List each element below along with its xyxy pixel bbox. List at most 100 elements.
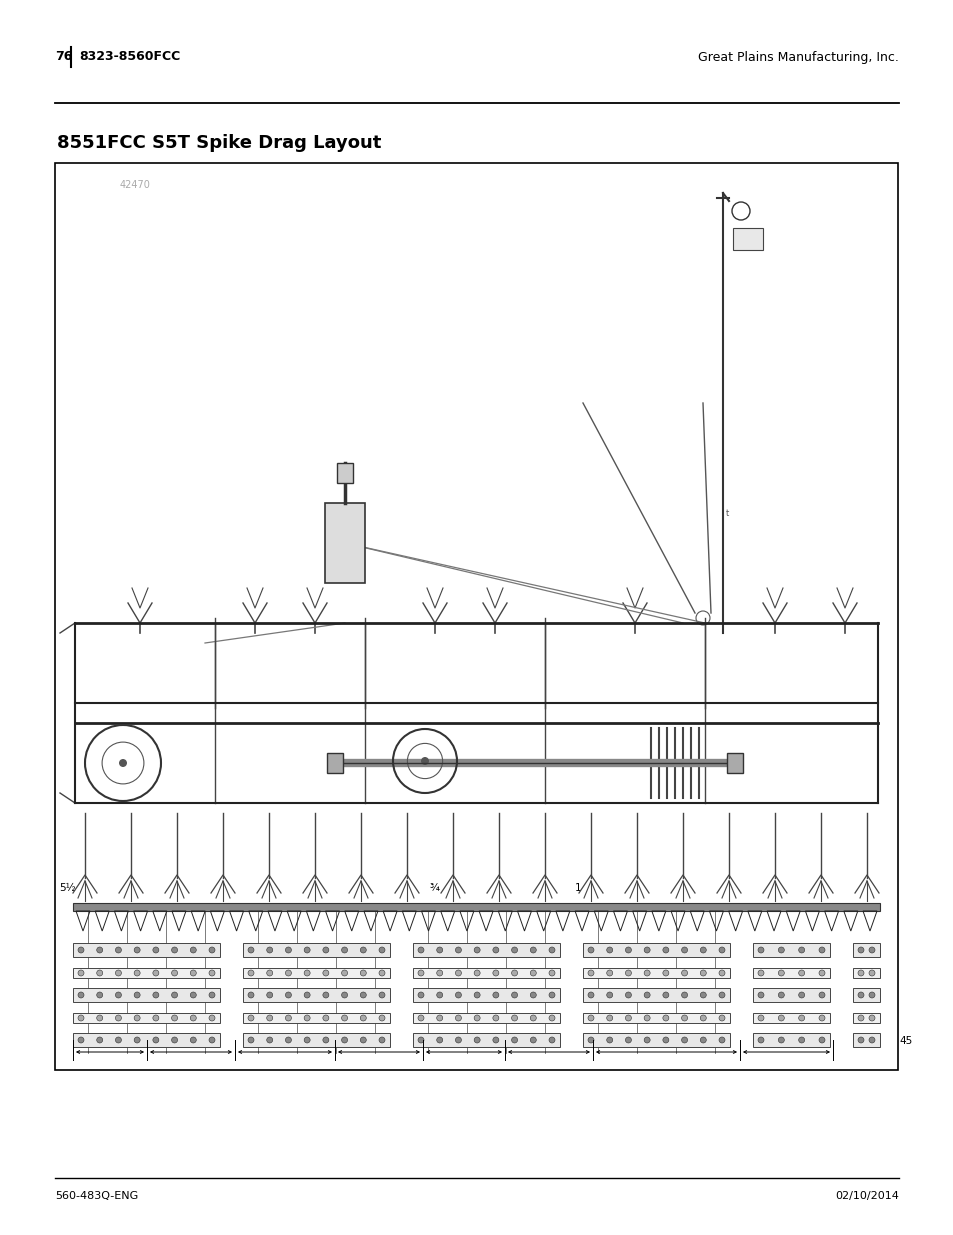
Circle shape — [417, 1037, 423, 1044]
Bar — [73, 903, 879, 911]
Circle shape — [474, 1015, 479, 1021]
Circle shape — [417, 947, 423, 953]
Circle shape — [304, 1015, 310, 1021]
Circle shape — [758, 992, 763, 998]
Bar — [752, 988, 829, 1002]
Circle shape — [606, 969, 612, 976]
Circle shape — [530, 969, 536, 976]
Circle shape — [209, 947, 214, 953]
Circle shape — [530, 947, 536, 953]
Circle shape — [152, 1037, 159, 1044]
Circle shape — [417, 969, 423, 976]
Bar — [327, 753, 343, 773]
Circle shape — [115, 1015, 121, 1021]
Circle shape — [152, 992, 159, 998]
Circle shape — [530, 1015, 536, 1021]
Circle shape — [190, 1015, 196, 1021]
Circle shape — [119, 760, 127, 767]
Circle shape — [758, 1015, 763, 1021]
Circle shape — [360, 1037, 366, 1044]
Circle shape — [857, 992, 863, 998]
Bar — [243, 988, 390, 1002]
Circle shape — [662, 947, 668, 953]
Circle shape — [285, 992, 291, 998]
Circle shape — [662, 969, 668, 976]
Circle shape — [818, 992, 824, 998]
Circle shape — [248, 1037, 253, 1044]
Circle shape — [680, 992, 687, 998]
Bar — [336, 463, 353, 483]
Circle shape — [587, 1015, 594, 1021]
Circle shape — [304, 969, 310, 976]
Circle shape — [436, 992, 442, 998]
Circle shape — [96, 992, 103, 998]
Circle shape — [719, 992, 724, 998]
Bar — [582, 988, 729, 1002]
Circle shape — [96, 947, 103, 953]
Circle shape — [778, 1037, 783, 1044]
Circle shape — [625, 947, 631, 953]
Circle shape — [267, 992, 273, 998]
Circle shape — [493, 1015, 498, 1021]
Bar — [413, 1013, 559, 1023]
Text: t: t — [725, 509, 728, 517]
Circle shape — [857, 947, 863, 953]
Circle shape — [436, 1015, 442, 1021]
Circle shape — [172, 969, 177, 976]
Circle shape — [172, 1015, 177, 1021]
Text: 21½: 21½ — [98, 1036, 122, 1046]
Circle shape — [606, 992, 612, 998]
Bar — [852, 988, 879, 1002]
Circle shape — [455, 947, 461, 953]
Circle shape — [360, 969, 366, 976]
Circle shape — [868, 969, 874, 976]
Circle shape — [758, 969, 763, 976]
Circle shape — [511, 969, 517, 976]
Circle shape — [190, 947, 196, 953]
Circle shape — [857, 1015, 863, 1021]
Bar — [752, 1013, 829, 1023]
Circle shape — [304, 992, 310, 998]
Circle shape — [474, 992, 479, 998]
Circle shape — [436, 947, 442, 953]
Circle shape — [134, 1037, 140, 1044]
Circle shape — [115, 992, 121, 998]
Circle shape — [322, 969, 329, 976]
Circle shape — [778, 992, 783, 998]
Circle shape — [134, 992, 140, 998]
Circle shape — [190, 969, 196, 976]
Circle shape — [455, 992, 461, 998]
Circle shape — [662, 1037, 668, 1044]
Text: 8551FCC S5T Spike Drag Layout: 8551FCC S5T Spike Drag Layout — [57, 135, 381, 152]
Circle shape — [304, 947, 310, 953]
Circle shape — [322, 947, 329, 953]
Circle shape — [341, 992, 347, 998]
Circle shape — [248, 969, 253, 976]
Circle shape — [341, 1037, 347, 1044]
Text: 1: 1 — [574, 883, 580, 893]
Circle shape — [436, 969, 442, 976]
Text: 42470: 42470 — [120, 180, 151, 190]
Bar — [413, 968, 559, 978]
Circle shape — [493, 992, 498, 998]
Circle shape — [378, 947, 385, 953]
Circle shape — [606, 947, 612, 953]
Circle shape — [719, 969, 724, 976]
Circle shape — [758, 1037, 763, 1044]
Text: 45: 45 — [899, 1036, 912, 1046]
Circle shape — [587, 992, 594, 998]
Circle shape — [700, 1015, 705, 1021]
Circle shape — [511, 1015, 517, 1021]
Bar — [582, 1013, 729, 1023]
Circle shape — [643, 1015, 649, 1021]
Circle shape — [778, 1015, 783, 1021]
Circle shape — [700, 969, 705, 976]
Circle shape — [78, 947, 84, 953]
Circle shape — [152, 969, 159, 976]
Circle shape — [134, 947, 140, 953]
Circle shape — [78, 1015, 84, 1021]
Circle shape — [115, 969, 121, 976]
Circle shape — [209, 969, 214, 976]
Bar — [752, 1032, 829, 1047]
Circle shape — [285, 1015, 291, 1021]
